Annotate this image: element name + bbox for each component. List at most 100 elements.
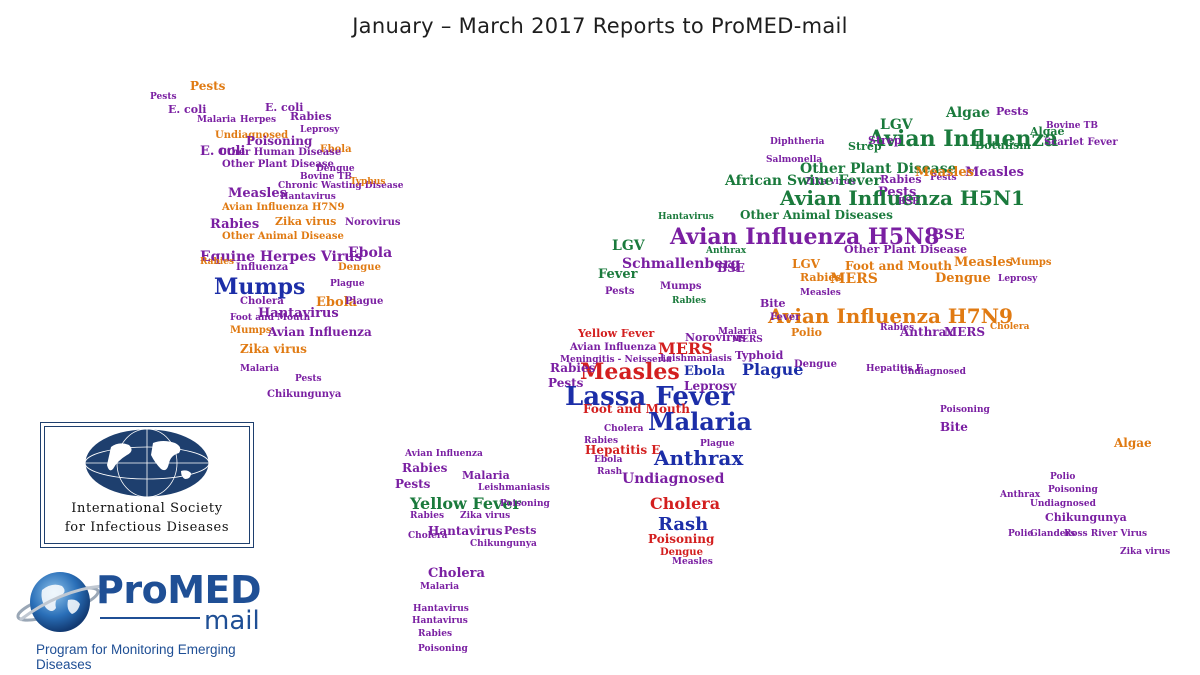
disease-word: E. coli (200, 144, 246, 159)
disease-word: Hepatitis E (585, 443, 661, 457)
disease-word: Measles (965, 165, 1024, 180)
disease-word: Glanders (1030, 529, 1076, 539)
disease-word: Ross River Virus (1064, 529, 1148, 539)
isid-logo: International Society for Infectious Dis… (40, 422, 254, 548)
disease-word: Dengue (338, 262, 381, 273)
disease-word: Cholera (428, 566, 485, 581)
disease-word: Algae (1030, 125, 1065, 138)
disease-word: Measles (915, 165, 974, 180)
disease-word: Dengue (316, 164, 355, 174)
disease-word: Strep (868, 134, 902, 147)
disease-word: Other Animal Disease (222, 231, 344, 242)
disease-word: Mumps (230, 325, 272, 336)
isid-name-line2: for Infectious Diseases (64, 520, 230, 535)
disease-word: Malaria (240, 364, 280, 374)
disease-word: Anthrax (900, 325, 954, 339)
disease-word: Foot and Mouth (583, 402, 690, 416)
disease-word: Leprosy (998, 274, 1038, 284)
disease-word: Zika virus (240, 342, 307, 356)
disease-word: MERS (944, 325, 986, 339)
disease-word: Algae (1114, 436, 1152, 450)
disease-word: Anthrax (706, 246, 747, 256)
disease-word: Cholera (990, 322, 1030, 332)
disease-word: Poisoning (246, 134, 313, 148)
disease-word: Bite (760, 297, 786, 310)
disease-word: Pests (190, 79, 226, 93)
disease-word: Algae (946, 105, 990, 121)
disease-word: Leprosy (300, 125, 340, 135)
disease-word: Norovirus (345, 217, 401, 228)
disease-word: Rabies (210, 217, 260, 232)
disease-word: Hantavirus (258, 306, 339, 321)
disease-word: Avian Influenza H5N1 (780, 186, 1025, 210)
disease-word: Dengue (794, 359, 837, 370)
disease-word: Hantavirus (412, 616, 468, 626)
disease-word: MERS (732, 335, 763, 345)
disease-word: Zika virus (1120, 547, 1171, 557)
disease-word: Hantavirus (428, 524, 503, 538)
disease-word: Mumps (1010, 257, 1052, 268)
disease-word: E. coli (168, 103, 207, 116)
disease-word: Foot and Mouth (845, 259, 952, 273)
disease-word: Hepatitis E (866, 364, 923, 374)
disease-word: Dengue (935, 271, 991, 286)
disease-word: Pests (295, 374, 322, 384)
disease-word: Poisoning (1048, 485, 1098, 495)
disease-word: Typhus (350, 177, 386, 187)
promed-logo: ProMED mail Program for Monitoring Emerg… (14, 560, 276, 672)
disease-word: Polio (1050, 472, 1076, 482)
disease-word: Malaria (420, 582, 460, 592)
disease-word: Measles (580, 359, 680, 385)
disease-word: Rabies (880, 173, 922, 186)
page-title: January – March 2017 Reports to ProMED-m… (352, 14, 848, 38)
disease-word: Bovine TB (1046, 121, 1098, 131)
disease-word: Fever (598, 267, 638, 282)
disease-word: Undiagnosed (215, 130, 289, 141)
disease-word: Pests (548, 376, 584, 390)
disease-word: Malaria (648, 407, 753, 436)
disease-word: Measles (672, 557, 713, 567)
disease-word: BSE (932, 227, 965, 243)
disease-word: Rabies (800, 271, 842, 284)
disease-word: Malaria (197, 115, 237, 125)
disease-word: Herpes (240, 115, 277, 125)
disease-word: Influenza (236, 262, 289, 273)
disease-word: Rabies (410, 511, 445, 521)
disease-word: Pests (878, 185, 917, 200)
disease-word: Other Human Disease (218, 147, 342, 158)
disease-word: Polio (1008, 529, 1034, 539)
disease-word: Poisoning (418, 644, 468, 654)
disease-word: Plague (742, 360, 804, 379)
disease-word: LGV (792, 257, 820, 271)
disease-word: African Swine Fever (725, 173, 881, 189)
disease-word: Rabies (200, 257, 235, 267)
disease-word: Botulism (975, 139, 1031, 152)
disease-word: Plague (345, 296, 384, 307)
disease-word: Dengue (660, 547, 703, 558)
disease-word: Bovine TB (300, 172, 352, 182)
disease-word: Leishmaniasis (660, 354, 732, 364)
promed-mail-suffix: mail (204, 606, 260, 636)
disease-word: Chikungunya (1045, 511, 1127, 524)
disease-word: Zika virus (460, 511, 511, 521)
disease-word: MERS (830, 271, 878, 287)
disease-word: Avian Influenza (268, 325, 372, 339)
disease-word: Rabies (672, 296, 707, 306)
disease-word: Poisoning (648, 532, 715, 546)
disease-word: Pests (504, 524, 537, 537)
disease-word: Avian Influenza H5N8 (670, 224, 940, 250)
disease-word: Mumps (660, 281, 702, 292)
disease-word: Rash (597, 467, 623, 477)
disease-word: BSE (717, 261, 745, 275)
disease-word: Avian Influenza (868, 126, 1059, 152)
disease-word: Ebola (594, 455, 623, 465)
disease-word: Other Plant Disease (222, 159, 334, 170)
disease-word: Chikungunya (267, 389, 342, 400)
disease-word: Plague (700, 439, 735, 449)
disease-word: BSE (898, 197, 919, 207)
disease-word: Avian Influenza H7N9 (768, 304, 1013, 328)
disease-word: LGV (880, 117, 913, 133)
disease-word: Other Animal Diseases (740, 208, 893, 222)
disease-word: Hantavirus (280, 192, 336, 202)
disease-word: Ebola (316, 295, 358, 310)
